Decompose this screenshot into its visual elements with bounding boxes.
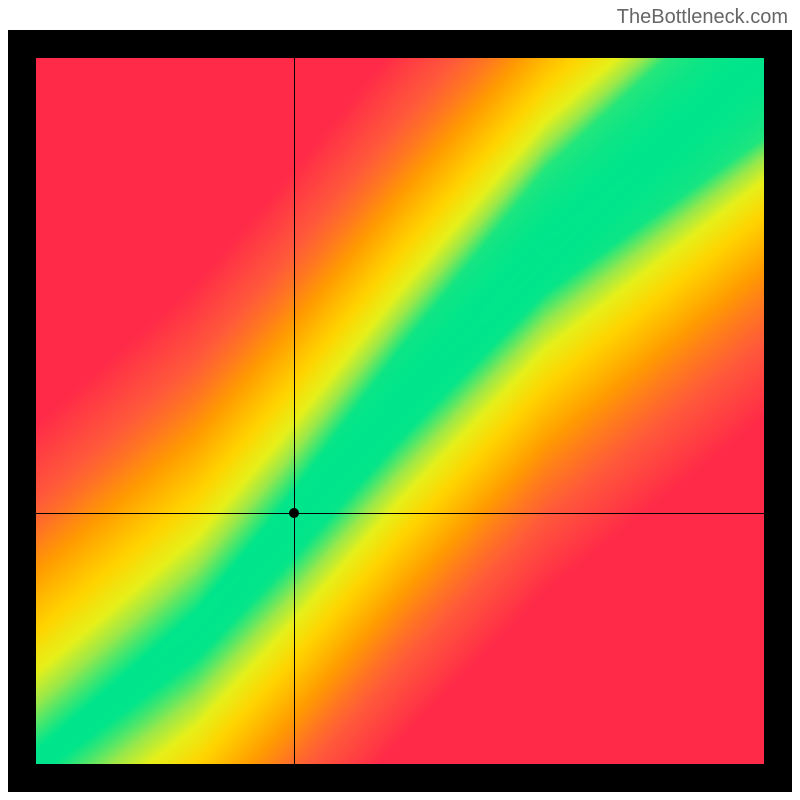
crosshair-vertical <box>294 58 295 764</box>
heatmap-canvas <box>36 58 764 764</box>
container: TheBottleneck.com <box>0 0 800 800</box>
crosshair-horizontal <box>36 513 764 514</box>
crosshair-marker <box>289 508 299 518</box>
watermark-text: TheBottleneck.com <box>617 6 788 29</box>
